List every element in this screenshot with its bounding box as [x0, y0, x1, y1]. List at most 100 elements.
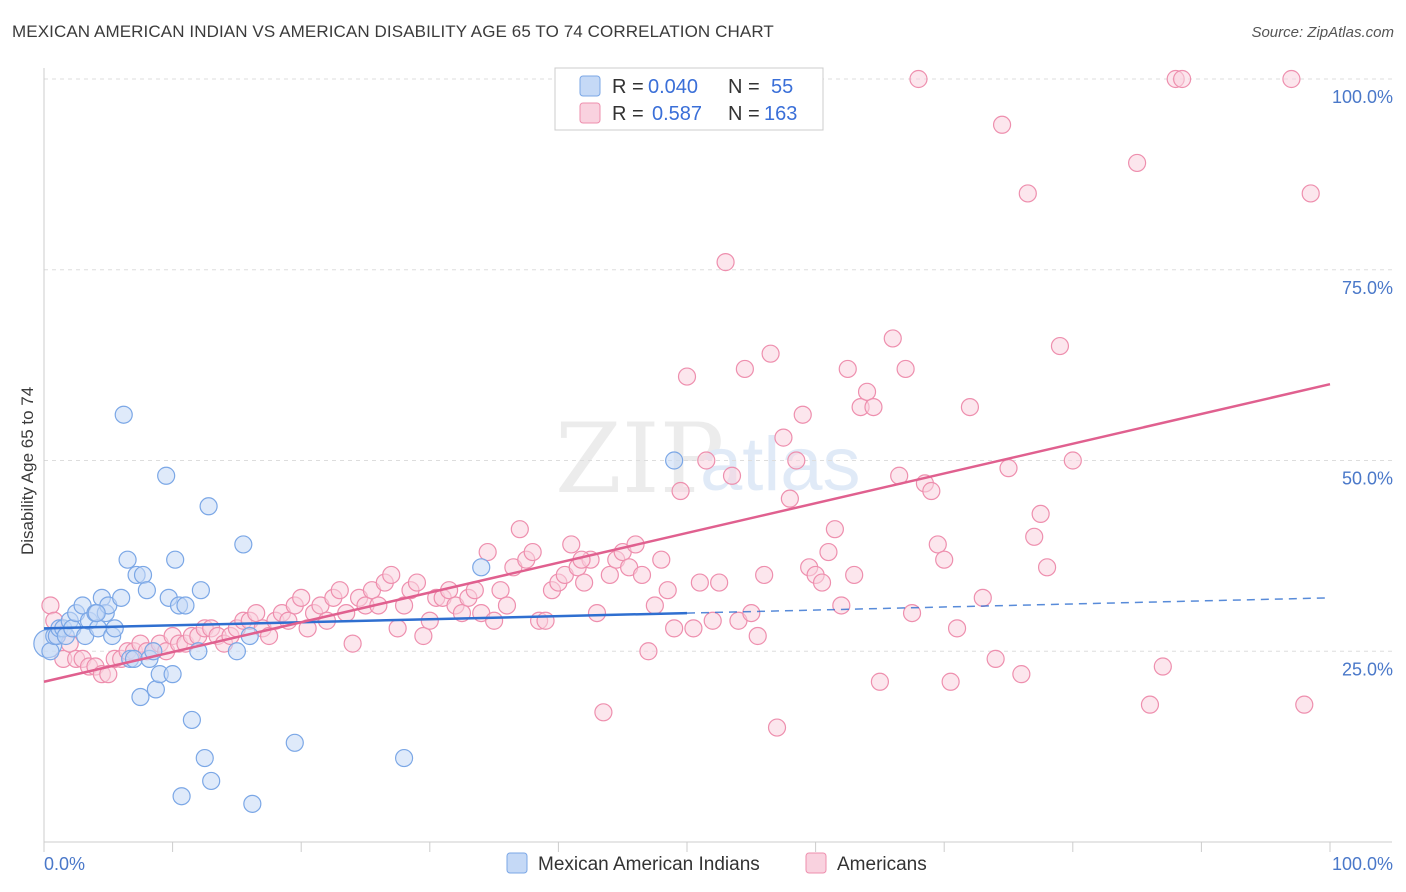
- point-pink-84: [575, 573, 594, 592]
- point-blue-36: [166, 550, 185, 569]
- point-pink-54: [382, 565, 401, 585]
- point-blue-46: [234, 535, 253, 554]
- point-pink-141: [947, 619, 967, 638]
- point-pink-74: [510, 520, 529, 539]
- point-pink-122: [819, 542, 838, 562]
- point-pink-100: [677, 367, 697, 386]
- point-blue-53: [172, 787, 191, 806]
- legend-n-value-1: 55: [771, 76, 793, 98]
- point-blue-43: [199, 497, 218, 516]
- y-tick-label-50: 50.0%: [1342, 469, 1393, 489]
- point-blue-20: [112, 588, 131, 607]
- point-pink-94: [639, 642, 658, 661]
- point-blue-26: [131, 687, 150, 707]
- point-pink-152: [1050, 336, 1070, 356]
- watermark: ZIP atlas: [555, 403, 861, 515]
- legend-swatch-pink: [579, 102, 601, 124]
- legend-r-label-1: R =: [612, 76, 644, 98]
- point-pink-156: [1153, 657, 1172, 676]
- y-tick-label-75: 75.0%: [1342, 278, 1393, 298]
- point-blue-39: [182, 710, 201, 730]
- legend-item-pink-swatch: [805, 852, 827, 874]
- point-pink-147: [1012, 665, 1031, 684]
- point-pink-160: [1295, 695, 1314, 714]
- axes: [43, 68, 1392, 852]
- point-pink-148: [1018, 184, 1037, 203]
- point-pink-145: [992, 115, 1012, 134]
- point-pink-153: [1063, 451, 1082, 470]
- point-pink-86: [587, 603, 607, 623]
- point-pink-107: [722, 466, 742, 485]
- point-pink-70: [485, 611, 504, 630]
- point-blue-33: [157, 466, 176, 485]
- watermark-zip: ZIP: [555, 403, 724, 515]
- point-pink-111: [748, 626, 767, 646]
- point-pink-88: [600, 565, 619, 585]
- point-blue-44: [202, 771, 221, 791]
- point-blue-49: [285, 733, 304, 752]
- point-pink-109: [735, 359, 754, 379]
- point-pink-150: [1031, 504, 1050, 524]
- point-pink-159: [1282, 69, 1301, 89]
- point-pink-124: [832, 596, 851, 615]
- point-pink-161: [1301, 184, 1320, 203]
- legend-r-value-1: 0.040: [648, 76, 698, 98]
- point-pink-130: [870, 672, 890, 691]
- point-pink-138: [928, 535, 947, 554]
- legend-item-blue-swatch: [506, 852, 528, 874]
- legend-n-value-2: 163: [764, 103, 797, 125]
- point-pink-71: [491, 581, 510, 600]
- point-pink-125: [838, 359, 857, 379]
- source-label: Source: ZipAtlas.com: [1251, 24, 1394, 41]
- point-pink-55: [388, 619, 407, 638]
- point-pink-131: [883, 329, 902, 348]
- y-axis-title: Disability Age 65 to 74: [18, 387, 37, 555]
- point-pink-143: [973, 588, 992, 607]
- point-pink-129: [864, 397, 883, 417]
- point-pink-110: [742, 603, 761, 623]
- point-pink-139: [935, 550, 954, 569]
- legend-n-label-2: N =: [728, 103, 760, 125]
- point-pink-144: [986, 649, 1005, 668]
- point-pink-99: [671, 481, 690, 501]
- point-blue-38: [176, 596, 195, 615]
- x-tick-label-0: 0.0%: [44, 854, 85, 874]
- point-pink-118: [793, 405, 812, 424]
- point-pink-101: [684, 619, 703, 638]
- point-pink-95: [645, 596, 664, 615]
- point-pink-97: [658, 581, 677, 600]
- y-tick-labels: 25.0% 50.0% 75.0% 100.0%: [1332, 87, 1393, 679]
- y-tick-label-100: 100.0%: [1332, 87, 1393, 107]
- point-pink-56: [394, 596, 414, 615]
- legend-r-label-2: R =: [612, 103, 644, 125]
- point-pink-103: [697, 451, 716, 470]
- point-pink-112: [755, 565, 774, 585]
- point-blue-31: [146, 680, 165, 699]
- point-pink-149: [1025, 527, 1044, 546]
- point-pink-158: [1173, 69, 1192, 89]
- point-pink-135: [909, 69, 928, 89]
- point-pink-151: [1037, 558, 1057, 577]
- legend-n-label-1: N =: [728, 76, 760, 98]
- legend-item-americans: Americans: [837, 854, 927, 875]
- point-pink-114: [767, 718, 787, 737]
- point-pink-137: [922, 481, 941, 501]
- point-blue-42: [195, 748, 214, 768]
- legend-r-value-2: 0.587: [652, 103, 702, 125]
- point-pink-69: [478, 542, 497, 562]
- series-mexican-american-indians-points: [33, 405, 684, 813]
- point-pink-116: [780, 489, 799, 508]
- point-pink-134: [902, 603, 922, 623]
- point-pink-146: [999, 459, 1018, 478]
- point-blue-50: [394, 748, 414, 768]
- x-tick-labels: 0.0% 100.0%: [44, 854, 1393, 874]
- y-tick-label-25: 25.0%: [1342, 659, 1393, 679]
- point-pink-78: [536, 611, 555, 630]
- point-pink-123: [825, 520, 844, 539]
- point-pink-98: [665, 619, 684, 638]
- point-pink-106: [716, 253, 735, 272]
- point-pink-96: [652, 550, 671, 569]
- point-pink-72: [497, 596, 517, 615]
- point-pink-76: [523, 542, 542, 562]
